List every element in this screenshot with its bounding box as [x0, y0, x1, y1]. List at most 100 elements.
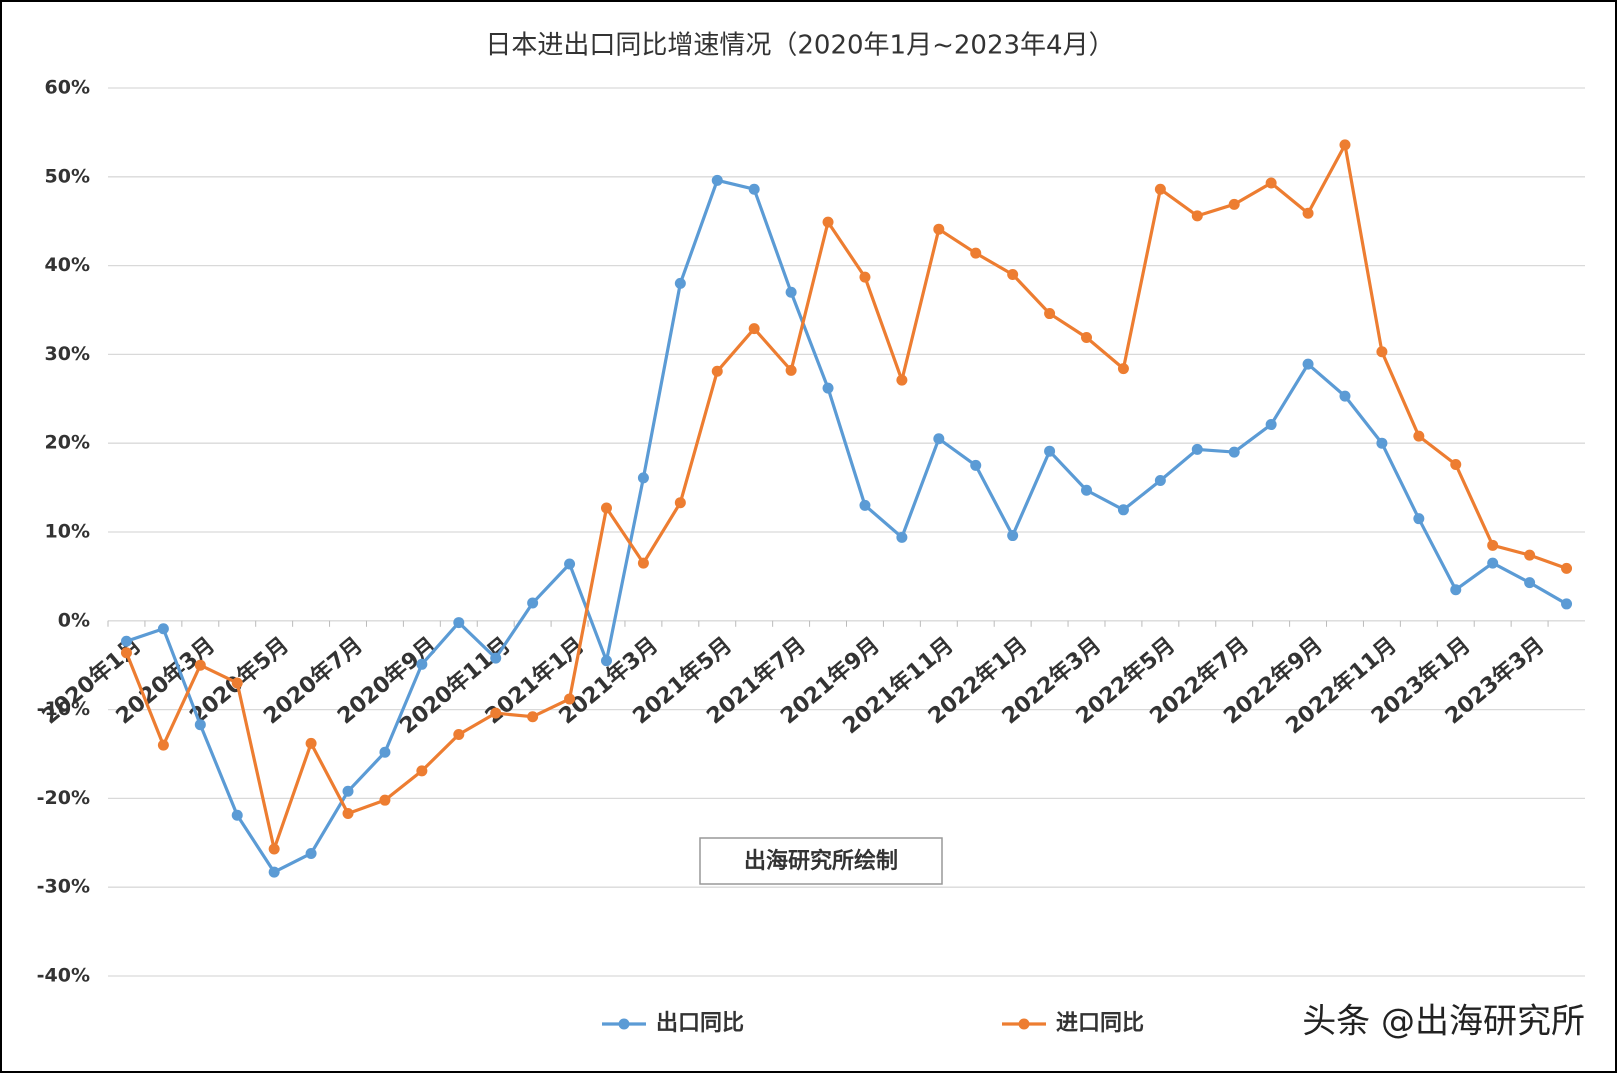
data-point: [637, 472, 649, 484]
data-point: [1302, 207, 1314, 219]
data-point: [194, 719, 206, 731]
data-point: [600, 655, 612, 667]
data-point: [416, 765, 428, 777]
data-point: [970, 247, 982, 259]
data-point: [1081, 484, 1093, 496]
data-point: [157, 739, 169, 751]
data-point: [342, 785, 354, 797]
data-point: [157, 623, 169, 635]
data-point: [194, 659, 206, 671]
data-point: [305, 847, 317, 859]
data-point: [305, 737, 317, 749]
legend-marker: [1018, 1018, 1030, 1030]
data-point: [1044, 445, 1056, 457]
data-point: [785, 286, 797, 298]
data-point: [1524, 549, 1536, 561]
data-point: [1117, 363, 1129, 375]
watermark: 头条 @出海研究所: [1302, 1002, 1585, 1042]
data-point: [1191, 443, 1203, 455]
y-tick-label: 40%: [45, 254, 90, 276]
data-point: [1265, 177, 1277, 189]
data-point: [1376, 346, 1388, 358]
y-tick-label: 60%: [45, 77, 90, 99]
y-tick-label: 0%: [58, 609, 90, 631]
data-point: [490, 652, 502, 664]
data-point: [1302, 358, 1314, 370]
data-point: [1265, 419, 1277, 431]
data-point: [711, 365, 723, 377]
legend-marker: [618, 1018, 630, 1030]
data-point: [1561, 562, 1573, 574]
chart-title: 日本进出口同比增速情况（2020年1月~2023年4月）: [485, 31, 1114, 61]
data-point: [859, 271, 871, 283]
data-point: [1191, 210, 1203, 222]
data-point: [268, 866, 280, 878]
data-point: [637, 557, 649, 569]
legend-label: 出口同比: [656, 1011, 744, 1036]
note-box: [699, 837, 943, 885]
data-point: [711, 174, 723, 186]
data-point: [748, 323, 760, 335]
data-point: [268, 843, 280, 855]
y-tick-label: -30%: [37, 876, 90, 898]
data-point: [822, 216, 834, 228]
data-point: [1117, 504, 1129, 516]
data-point: [600, 502, 612, 514]
data-point: [674, 277, 686, 289]
data-point: [1561, 598, 1573, 610]
data-point: [453, 728, 465, 740]
data-point: [1376, 437, 1388, 449]
data-point: [453, 617, 465, 629]
data-point: [231, 677, 243, 689]
data-point: [933, 433, 945, 445]
data-point: [1154, 474, 1166, 486]
data-point: [1007, 268, 1019, 280]
data-point: [748, 183, 760, 195]
y-tick-label: -10%: [37, 698, 90, 720]
data-point: [1228, 446, 1240, 458]
data-point: [1154, 183, 1166, 195]
data-point: [1450, 584, 1462, 596]
y-tick-label: 10%: [45, 521, 90, 543]
data-point: [859, 499, 871, 511]
data-point: [416, 658, 428, 670]
note: 出海研究所绘制: [744, 848, 898, 874]
data-point: [1487, 539, 1499, 551]
data-point: [1413, 430, 1425, 442]
data-point: [1007, 530, 1019, 542]
data-point: [527, 711, 539, 723]
data-point: [564, 558, 576, 570]
data-point: [785, 364, 797, 376]
data-point: [1044, 308, 1056, 320]
data-point: [1413, 513, 1425, 525]
series-line: [125, 178, 1568, 874]
data-point: [896, 374, 908, 386]
y-tick-label: 30%: [45, 343, 90, 365]
data-point: [564, 693, 576, 705]
data-point: [970, 459, 982, 471]
data-point: [1487, 557, 1499, 569]
y-tick-label: -20%: [37, 787, 90, 809]
data-point: [933, 223, 945, 235]
data-point: [822, 382, 834, 394]
data-point: [1450, 459, 1462, 471]
data-point: [379, 746, 391, 758]
data-point: [896, 531, 908, 543]
data-point: [120, 635, 132, 647]
y-tick-label: -40%: [37, 965, 90, 987]
y-tick-label: 20%: [45, 432, 90, 454]
data-point: [231, 809, 243, 821]
data-point: [120, 647, 132, 659]
data-point: [379, 794, 391, 806]
y-tick-label: 50%: [45, 165, 90, 187]
legend-label: 进口同比: [1056, 1011, 1144, 1036]
data-point: [1081, 332, 1093, 344]
data-point: [1339, 390, 1351, 402]
data-point: [527, 597, 539, 609]
data-point: [1524, 577, 1536, 589]
data-point: [1339, 139, 1351, 151]
data-point: [490, 707, 502, 719]
series-line: [124, 143, 1568, 851]
